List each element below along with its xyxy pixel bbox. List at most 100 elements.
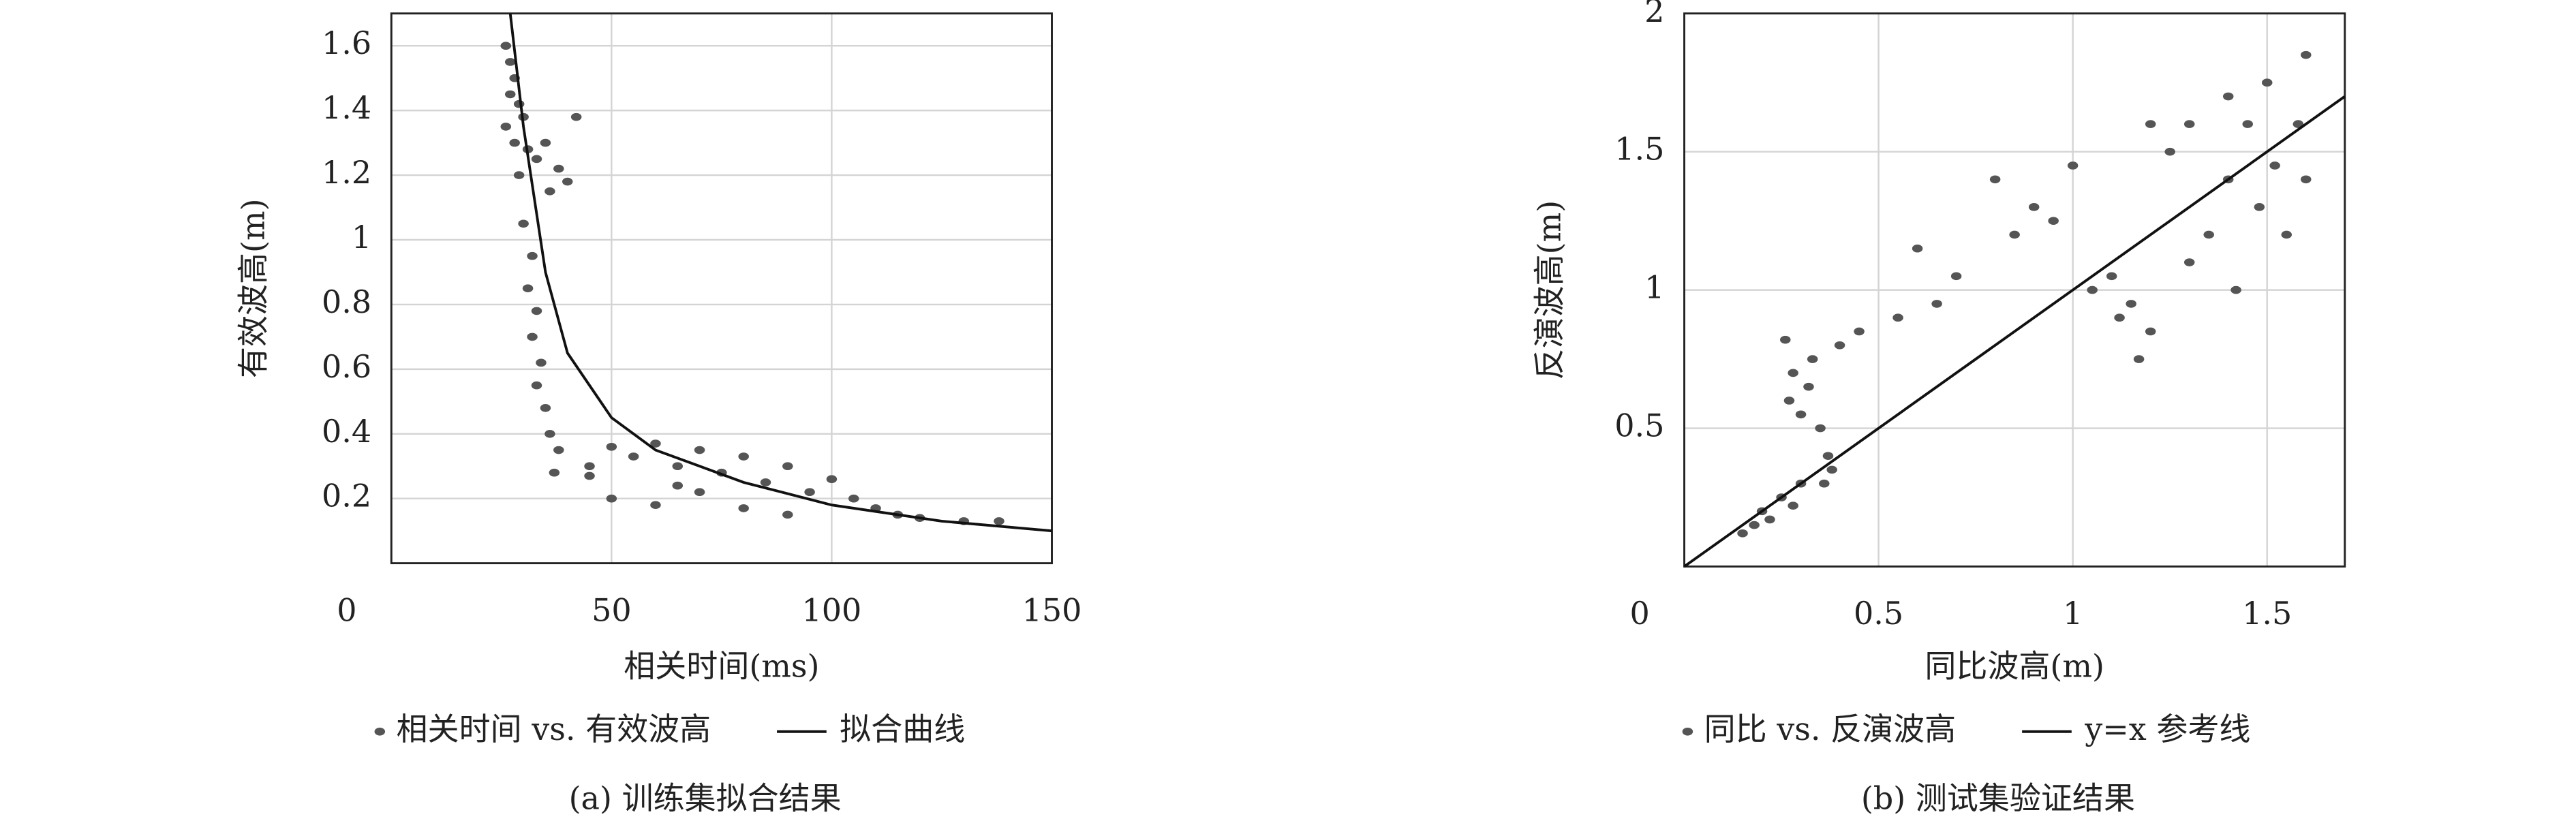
scatter-point — [1788, 501, 1798, 510]
scatter-point — [2067, 161, 2079, 170]
y-tick-label: 1 — [1644, 269, 1664, 306]
scatter-point — [848, 494, 859, 503]
scatter-point — [1737, 529, 1748, 538]
y-axis-label: 反演波高(m) — [1531, 200, 1568, 380]
scatter-point — [1854, 327, 1865, 336]
scatter-point — [1931, 300, 1942, 308]
scatter-point — [540, 403, 551, 412]
scatter-point — [2133, 355, 2145, 363]
scatter-point — [2281, 230, 2293, 239]
y-tick-label: 2 — [1644, 0, 1664, 29]
x-tick-label: 1.5 — [2242, 595, 2292, 632]
x-tick-label: 0 — [1629, 595, 1649, 632]
scatter-point — [1783, 397, 1795, 405]
y-tick-label: 0.8 — [322, 283, 371, 320]
y-tick-label: 1.6 — [322, 25, 371, 61]
y-tick-label: 0.5 — [1614, 407, 1664, 444]
scatter-point — [2301, 175, 2312, 184]
y-tick-label: 1.2 — [322, 154, 371, 191]
scatter-point — [2164, 147, 2175, 156]
x-axis-label: 相关时间(ms) — [624, 648, 819, 685]
scatter-point — [500, 123, 512, 131]
scatter-point — [1819, 479, 1830, 488]
scatter-point — [2183, 258, 2195, 266]
scatter-point — [2269, 161, 2280, 170]
scatter-point — [531, 155, 542, 164]
scatter-point — [1834, 341, 1845, 350]
x-tick-label: 0.5 — [1854, 595, 1903, 632]
scatter-point — [527, 251, 538, 260]
scatter-point — [513, 99, 525, 108]
legend-label: 拟合曲线 — [840, 711, 965, 747]
scatter-point — [2145, 120, 2156, 128]
scatter-point — [2261, 78, 2273, 87]
scatter-point — [694, 488, 705, 497]
scatter-point — [738, 452, 749, 461]
scatter-point — [2106, 272, 2117, 281]
y-tick-label: 0.4 — [322, 413, 371, 450]
y-tick-label: 0.6 — [322, 348, 371, 385]
x-tick-label: 50 — [592, 591, 632, 628]
scatter-point — [994, 517, 1005, 525]
scatter-point — [606, 442, 617, 451]
scatter-point — [527, 332, 538, 341]
x-tick-label: 100 — [802, 591, 862, 628]
scatter-point — [2301, 50, 2312, 59]
scatter-point — [553, 446, 564, 454]
x-tick-label: 0 — [337, 591, 356, 628]
caption: (a) 训练集拟合结果 — [569, 780, 842, 817]
x-axis-label: 同比波高(m) — [1925, 648, 2104, 685]
scatter-point — [2183, 120, 2195, 128]
scatter-point — [509, 138, 520, 147]
scatter-point — [584, 471, 595, 480]
plot-frame — [1683, 12, 2346, 568]
scatter-point — [1764, 515, 1775, 524]
scatter-point — [1989, 175, 2001, 184]
scatter-point — [2087, 285, 2098, 294]
scatter-point — [694, 446, 705, 454]
scatter-point — [518, 219, 529, 228]
scatter-point — [531, 381, 542, 390]
scatter-point — [606, 494, 617, 503]
scatter-point — [1912, 244, 1923, 253]
scatter-point — [504, 58, 516, 66]
scatter-point — [2145, 327, 2156, 336]
scatter-point — [1815, 424, 1826, 433]
scatter-point — [2126, 300, 2136, 308]
scatter-point — [513, 171, 525, 179]
scatter-point — [1803, 382, 1814, 391]
scatter-point — [1826, 465, 1837, 474]
caption: (b) 测试集验证结果 — [1861, 780, 2135, 817]
scatter-point — [1822, 452, 1834, 460]
scatter-point — [1807, 355, 1818, 363]
scatter-point — [804, 488, 815, 497]
scatter-point — [2230, 285, 2241, 294]
fit-line — [508, 13, 1052, 533]
scatter-point — [2028, 203, 2040, 211]
scatter-point — [540, 138, 551, 147]
scatter-point — [584, 462, 595, 471]
scatter-point — [760, 478, 771, 486]
scatter-point — [2254, 203, 2265, 211]
scatter-point — [2293, 120, 2304, 128]
x-tick-label: 1 — [2063, 595, 2083, 632]
scatter-point — [2222, 92, 2234, 101]
scatter-point — [522, 284, 534, 293]
scatter-point — [570, 112, 582, 121]
y-tick-label: 1.4 — [322, 89, 371, 126]
scatter-point — [782, 510, 793, 519]
y-tick-label: 1 — [352, 219, 371, 255]
scatter-point — [738, 504, 749, 512]
scatter-point — [500, 42, 512, 50]
scatter-point — [549, 468, 560, 477]
legend-label: 相关时间 vs. 有效波高 — [397, 711, 711, 747]
scatter-point — [553, 164, 564, 173]
scatter-point — [628, 452, 639, 461]
scatter-point — [531, 307, 542, 315]
scatter-point — [782, 462, 793, 471]
scatter-point — [504, 90, 516, 99]
legend-dot — [1682, 727, 1693, 736]
plot-frame — [390, 12, 1053, 565]
x-tick-label: 150 — [1022, 591, 1082, 628]
